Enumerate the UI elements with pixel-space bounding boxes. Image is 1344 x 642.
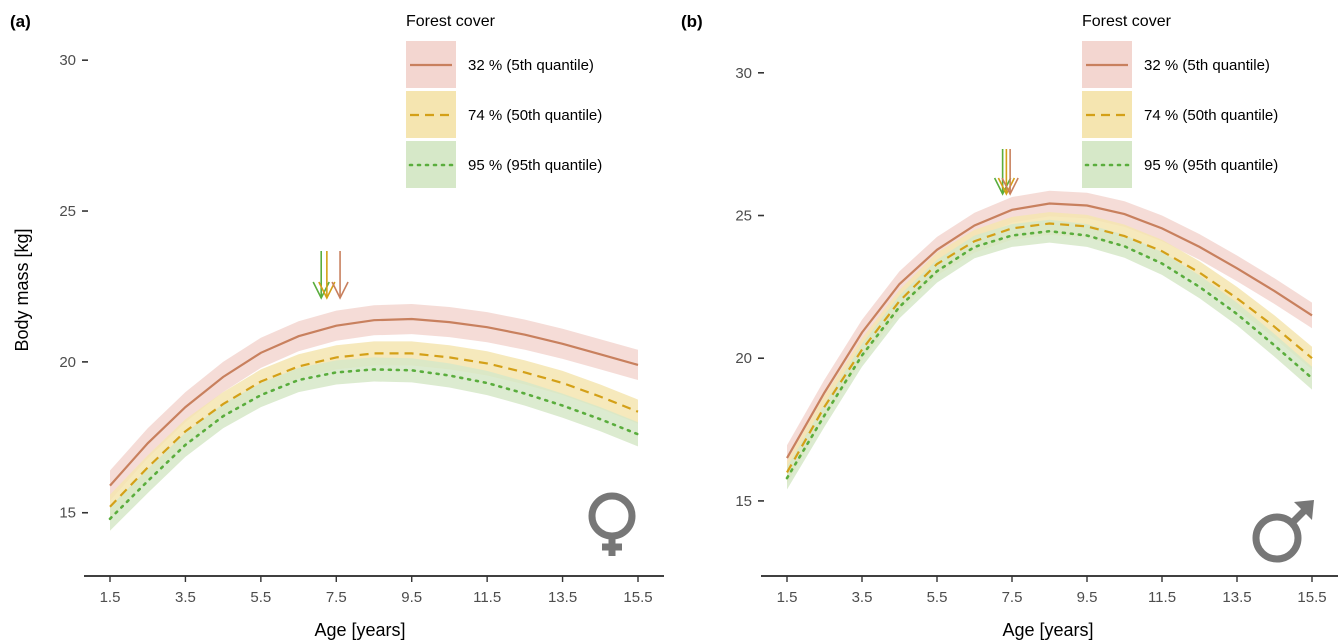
legend-label: 74 % (50th quantile) [1144, 107, 1278, 124]
peak-arrow-3 [331, 251, 349, 300]
y-tick-label: 15 [59, 505, 76, 522]
y-tick-label: 30 [59, 52, 76, 69]
legend-key-band [406, 141, 456, 188]
legend: Forest cover 32 % (5th quantile) 74 % (50t… [1082, 13, 1278, 188]
peak-arrow-head [1001, 177, 1019, 196]
peak-arrow-head [997, 177, 1016, 196]
peak-arrow-head [993, 177, 1012, 196]
x-axis-title: Age [years] [314, 620, 405, 640]
series-line-2 [109, 352, 639, 508]
female-symbol-icon [588, 492, 636, 556]
series-line-3 [785, 229, 1314, 480]
x-tick-label: 15.5 [623, 589, 652, 606]
male-symbol-icon [1252, 500, 1314, 563]
x-tick-label: 11.5 [1148, 589, 1176, 606]
y-tick-label: 25 [59, 203, 76, 220]
peak-arrow-3 [1001, 149, 1019, 196]
legend: Forest cover 32 % (5th quantile) 74 % (50t… [406, 13, 602, 188]
y-tick-label: 30 [735, 65, 752, 82]
legend-title: Forest cover [1082, 13, 1172, 30]
y-axis-title: Body mass [kg] [12, 228, 32, 351]
legend-item-2: 74 % (50th quantile) [1082, 91, 1278, 138]
x-tick-label: 1.5 [100, 589, 121, 606]
male-symbol-arrowhead [1294, 500, 1314, 520]
peak-arrow-2 [318, 251, 336, 300]
panel-b: (b) 1.5 3.5 5.5 7.5 9.5 11.5 13.5 15.5 Age [years… [681, 12, 1338, 640]
legend-item-1: 32 % (5th quantile) [406, 41, 594, 88]
panel-label: (b) [681, 12, 703, 31]
y-tick-label: 20 [735, 350, 752, 367]
male-symbol-ring [1252, 513, 1302, 563]
legend-label: 95 % (95th quantile) [1144, 157, 1278, 174]
x-tick-label: 7.5 [1002, 589, 1023, 606]
y-tick-label: 25 [735, 208, 752, 225]
x-tick-label: 9.5 [401, 589, 422, 606]
series-line-2 [786, 222, 1313, 473]
series-line-3 [108, 368, 640, 521]
legend-item-3: 95 % (95th quantile) [406, 141, 602, 188]
legend-key-band [1082, 141, 1132, 188]
y-tick-label: 15 [735, 493, 752, 510]
x-tick-label: 7.5 [326, 589, 347, 606]
peak-arrow-head [318, 281, 336, 300]
legend-label: 32 % (5th quantile) [1144, 57, 1270, 74]
legend-item-2: 74 % (50th quantile) [406, 91, 602, 138]
x-tick-label: 13.5 [1222, 589, 1251, 606]
confidence-band-1 [110, 304, 638, 501]
x-tick-label: 13.5 [548, 589, 577, 606]
x-tick-label: 5.5 [250, 589, 271, 606]
x-tick-label: 15.5 [1297, 589, 1326, 606]
x-tick-label: 3.5 [175, 589, 196, 606]
x-tick-label: 9.5 [1077, 589, 1098, 606]
legend-label: 32 % (5th quantile) [468, 57, 594, 74]
panel-label: (a) [10, 12, 31, 31]
legend-item-1: 32 % (5th quantile) [1082, 41, 1270, 88]
legend-label: 74 % (50th quantile) [468, 107, 602, 124]
confidence-band-2 [110, 341, 638, 519]
x-axis-title: Age [years] [1002, 620, 1093, 640]
panel-a: (a) 1.5 3.5 5.5 7.5 9.5 11.5 13.5 15.5 Age [years… [10, 12, 664, 640]
legend-item-3: 95 % (95th quantile) [1082, 141, 1278, 188]
confidence-band-1 [787, 190, 1312, 471]
x-tick-label: 5.5 [927, 589, 948, 606]
confidence-band-3 [110, 357, 638, 531]
series-line-1 [109, 317, 639, 487]
legend-label: 95 % (95th quantile) [468, 157, 602, 174]
x-tick-label: 1.5 [777, 589, 798, 606]
legend-title: Forest cover [406, 13, 496, 30]
x-tick-label: 3.5 [852, 589, 873, 606]
female-symbol-ring [588, 492, 636, 540]
x-tick-label: 11.5 [473, 589, 501, 606]
series-line-1 [786, 202, 1313, 459]
y-tick-label: 20 [59, 354, 76, 371]
peak-arrow-head [331, 281, 349, 300]
